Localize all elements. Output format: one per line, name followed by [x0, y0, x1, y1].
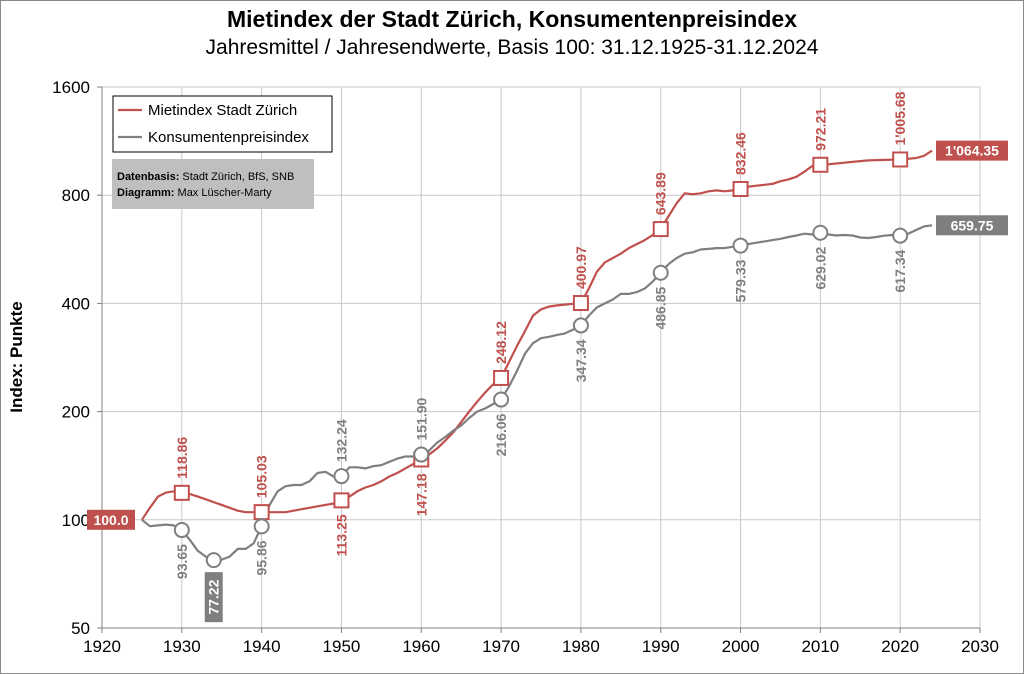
x-tick-label: 1970: [482, 637, 520, 656]
data-point-marker: [253, 518, 270, 535]
data-point-marker: [732, 237, 749, 254]
data-point-marker: [333, 468, 350, 485]
data-label: 972.21: [812, 108, 828, 151]
x-tick-label: 2020: [881, 637, 919, 656]
data-point-marker: [253, 504, 270, 521]
data-label-text: 118.86: [174, 437, 190, 479]
source-box: [112, 159, 314, 209]
source-line: Datenbasis: Stadt Zürich, BfS, SNB: [117, 171, 294, 183]
data-label-text: 1'005.68: [892, 91, 908, 145]
data-label: 617.34: [892, 249, 908, 292]
y-tick-label: 400: [62, 294, 90, 313]
data-label: 95.86: [254, 540, 270, 575]
min-value-label: 77.22: [206, 579, 222, 614]
data-point-marker: [205, 552, 222, 569]
x-tick-label: 1920: [83, 637, 121, 656]
x-tick-label: 1940: [243, 637, 281, 656]
data-point-marker: [732, 180, 749, 197]
data-label-text: 95.86: [254, 540, 270, 575]
data-point-marker: [652, 264, 669, 281]
data-point-marker: [413, 446, 430, 463]
data-label: 400.97: [573, 246, 589, 289]
y-tick-label: 100: [62, 511, 90, 530]
data-label: 105.03: [254, 455, 270, 498]
min-value-badge: 77.22: [204, 572, 223, 623]
data-label: 216.06: [493, 413, 509, 456]
data-point-marker: [493, 369, 510, 386]
data-point-marker: [892, 151, 909, 168]
data-label: 629.02: [812, 247, 828, 290]
data-point-marker: [493, 391, 510, 408]
data-label: 248.12: [493, 321, 509, 364]
start-badge-label: 100.0: [93, 512, 128, 528]
data-label: 643.89: [653, 172, 669, 215]
data-label-text: 400.97: [573, 246, 589, 289]
data-label-text: 216.06: [493, 413, 509, 456]
data-label: 486.85: [653, 287, 669, 330]
x-tick-label: 1990: [642, 637, 680, 656]
data-point-marker: [812, 224, 829, 241]
data-label-text: 579.33: [733, 259, 749, 302]
data-label: 1'005.68: [892, 91, 908, 145]
data-point-marker: [333, 492, 350, 509]
x-tick-label: 1960: [402, 637, 440, 656]
data-label-text: 132.24: [333, 419, 349, 462]
legend-label-mietindex: Mietindex Stadt Zürich: [148, 102, 297, 119]
data-label: 132.24: [333, 419, 349, 462]
y-tick-label: 1600: [52, 78, 90, 97]
data-label-text: 486.85: [653, 287, 669, 330]
end-badge-box-kpi: [936, 215, 1008, 236]
author-line: Diagramm: Max Lüscher-Marty: [117, 187, 272, 199]
data-point-marker: [892, 227, 909, 244]
end-badge-box-mietindex: [936, 140, 1008, 161]
data-label-text: 832.46: [733, 132, 749, 175]
y-tick-label: 200: [62, 403, 90, 422]
data-point-marker: [572, 317, 589, 334]
data-point-marker: [572, 295, 589, 312]
data-label: 118.86: [174, 437, 190, 479]
x-tick-label: 2000: [722, 637, 760, 656]
data-label-text: 972.21: [812, 108, 828, 151]
data-label-text: 151.90: [413, 398, 429, 441]
data-label-text: 347.34: [573, 339, 589, 382]
y-axis-title: Index: Punkte: [7, 301, 26, 412]
y-tick-label: 50: [71, 619, 90, 638]
data-point-marker: [173, 484, 190, 501]
data-label: 579.33: [733, 259, 749, 302]
min-value-badge-box: [204, 572, 223, 623]
data-point-marker: [173, 522, 190, 539]
start-badge-box: [87, 509, 135, 530]
x-tick-label: 2030: [961, 637, 999, 656]
x-tick-label: 1980: [562, 637, 600, 656]
x-tick-label: 2010: [801, 637, 839, 656]
data-point-marker: [652, 221, 669, 238]
data-label-text: 113.25: [333, 514, 349, 556]
end-badge-label-kpi: 659.75: [951, 217, 994, 233]
end-badge-label-mietindex: 1'064.35: [945, 143, 999, 159]
data-label-text: 105.03: [254, 455, 270, 498]
data-label-text: 147.18: [413, 473, 429, 516]
chart-subtitle: Jahresmittel / Jahresendwerte, Basis 100…: [205, 36, 819, 59]
chart-title: Mietindex der Stadt Zürich, Konsumentenp…: [227, 6, 797, 32]
data-label: 151.90: [413, 398, 429, 441]
x-tick-label: 1930: [163, 637, 201, 656]
legend-label-kpi: Konsumentenpreisindex: [148, 129, 309, 146]
legend-box: [112, 95, 333, 153]
data-label: 832.46: [733, 132, 749, 175]
data-point-marker: [812, 156, 829, 173]
data-label: 93.65: [174, 544, 190, 579]
data-label-text: 617.34: [892, 249, 908, 292]
series-line-kpi: [141, 224, 933, 562]
data-label: 347.34: [573, 339, 589, 382]
series-line-mietindex: [140, 149, 933, 521]
x-tick-label: 1950: [323, 637, 361, 656]
data-label: 113.25: [333, 514, 349, 556]
data-label-text: 248.12: [493, 321, 509, 364]
data-label: 147.18: [413, 473, 429, 516]
data-label-text: 643.89: [653, 172, 669, 215]
y-tick-label: 800: [62, 186, 90, 205]
data-label-text: 93.65: [174, 544, 190, 579]
data-label-text: 629.02: [812, 247, 828, 290]
